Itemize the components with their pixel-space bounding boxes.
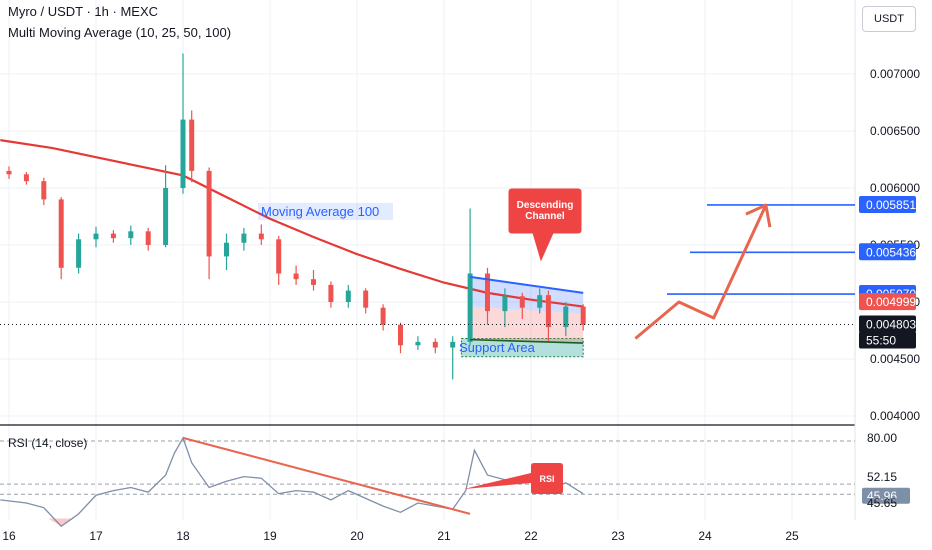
price-axis-label xyxy=(859,315,916,333)
candle-body xyxy=(328,284,334,302)
ma-label: Moving Average 100 xyxy=(261,204,379,219)
price-axis-label xyxy=(859,331,916,349)
price-tick-label: 0.006000 xyxy=(870,181,920,195)
candle-body xyxy=(128,231,134,239)
candle-body xyxy=(545,295,551,328)
rsi-oversold-fill xyxy=(48,518,75,527)
support-area xyxy=(460,337,584,358)
candle-body xyxy=(537,295,543,308)
candle-body xyxy=(58,199,64,268)
candle-body xyxy=(163,188,169,245)
price-tick-label: 0.004000 xyxy=(870,409,920,423)
channel-callout-text: Channel xyxy=(525,211,565,222)
indicator-legend: Multi Moving Average (10, 25, 50, 100) xyxy=(8,25,232,40)
support-label: Support Area xyxy=(459,340,536,355)
time-tick-label: 21 xyxy=(437,529,451,543)
rsi-axis-label: 45.65 xyxy=(867,496,897,510)
price-tick-label: 0.006500 xyxy=(870,124,920,138)
candle-body xyxy=(206,170,212,257)
candle-body xyxy=(293,273,299,280)
price-axis-label-text: 0.005851 xyxy=(866,198,916,212)
candle-body xyxy=(415,341,421,346)
time-tick-label: 23 xyxy=(611,529,625,543)
price-axis-label xyxy=(859,293,916,311)
price-axis-label-text: 0.004803 xyxy=(866,317,916,331)
time-tick-label: 18 xyxy=(176,529,190,543)
candle-body xyxy=(485,273,490,312)
candle-body xyxy=(258,233,264,240)
rsi-value-box xyxy=(862,487,910,504)
rsi-trendline xyxy=(182,436,471,515)
candle-body xyxy=(180,119,186,188)
rsi-axis-label: 52.15 xyxy=(867,470,897,484)
candle-body xyxy=(224,242,229,257)
rsi-axis-label: 45.96 xyxy=(867,489,897,503)
candle-body xyxy=(23,174,29,182)
time-tick-label: 24 xyxy=(698,529,712,543)
price-tick-label: 0.004500 xyxy=(870,352,920,366)
ma-label-box xyxy=(258,203,393,220)
candle-body xyxy=(450,341,456,348)
price-axis-label xyxy=(859,243,916,261)
candle-body xyxy=(76,239,82,268)
time-tick-label: 19 xyxy=(263,529,277,543)
price-axis-label-text: 0.005436 xyxy=(866,245,916,259)
candle-body xyxy=(276,239,282,274)
candle-body xyxy=(502,296,508,312)
candle-body xyxy=(110,233,116,239)
channel-upper-zone xyxy=(470,276,584,314)
price-axis-label-text: 55:50 xyxy=(866,333,896,347)
candle-body xyxy=(432,341,438,348)
candle-body xyxy=(345,290,351,302)
ma100-line xyxy=(0,139,584,308)
time-tick-label: 20 xyxy=(350,529,364,543)
channel-lower-line xyxy=(470,338,584,344)
candle-body xyxy=(311,279,316,285)
candle-body xyxy=(6,170,12,175)
time-tick-label: 25 xyxy=(785,529,799,543)
price-axis-label xyxy=(859,195,916,213)
candle-body xyxy=(398,324,403,346)
candle-body xyxy=(241,233,247,243)
rsi-callout-text: RSI xyxy=(539,474,554,484)
projection-arrow xyxy=(634,204,768,340)
price-axis-label-text: 0.004999 xyxy=(866,295,916,309)
candle-body xyxy=(563,306,569,328)
candle-body xyxy=(93,233,99,240)
currency-button[interactable]: USDT xyxy=(862,6,916,32)
time-tick-label: 16 xyxy=(2,529,16,543)
chart-title: Myro / USDT · 1h · MEXC xyxy=(8,4,159,19)
rsi-callout xyxy=(464,463,563,494)
channel-lower-zone xyxy=(470,306,584,344)
rsi-pane-label: RSI (14, close) xyxy=(8,436,88,450)
channel-upper-line xyxy=(469,275,584,294)
candle-body xyxy=(363,290,369,308)
candle-body xyxy=(519,296,525,308)
projection-arrow-head xyxy=(745,203,772,228)
channel-callout-text: Descending xyxy=(517,200,574,211)
candle-body xyxy=(580,306,586,325)
candle-body xyxy=(145,231,151,245)
rsi-line xyxy=(0,436,584,528)
price-tick-label: 0.007000 xyxy=(870,67,920,81)
candle-body xyxy=(380,307,386,325)
candle-body xyxy=(41,181,47,200)
time-tick-label: 22 xyxy=(524,529,538,543)
rsi-axis-label: 80.00 xyxy=(867,431,897,445)
candle-body xyxy=(189,119,195,171)
channel-callout xyxy=(508,188,582,262)
time-tick-label: 17 xyxy=(89,529,103,543)
candle-body xyxy=(467,273,473,342)
